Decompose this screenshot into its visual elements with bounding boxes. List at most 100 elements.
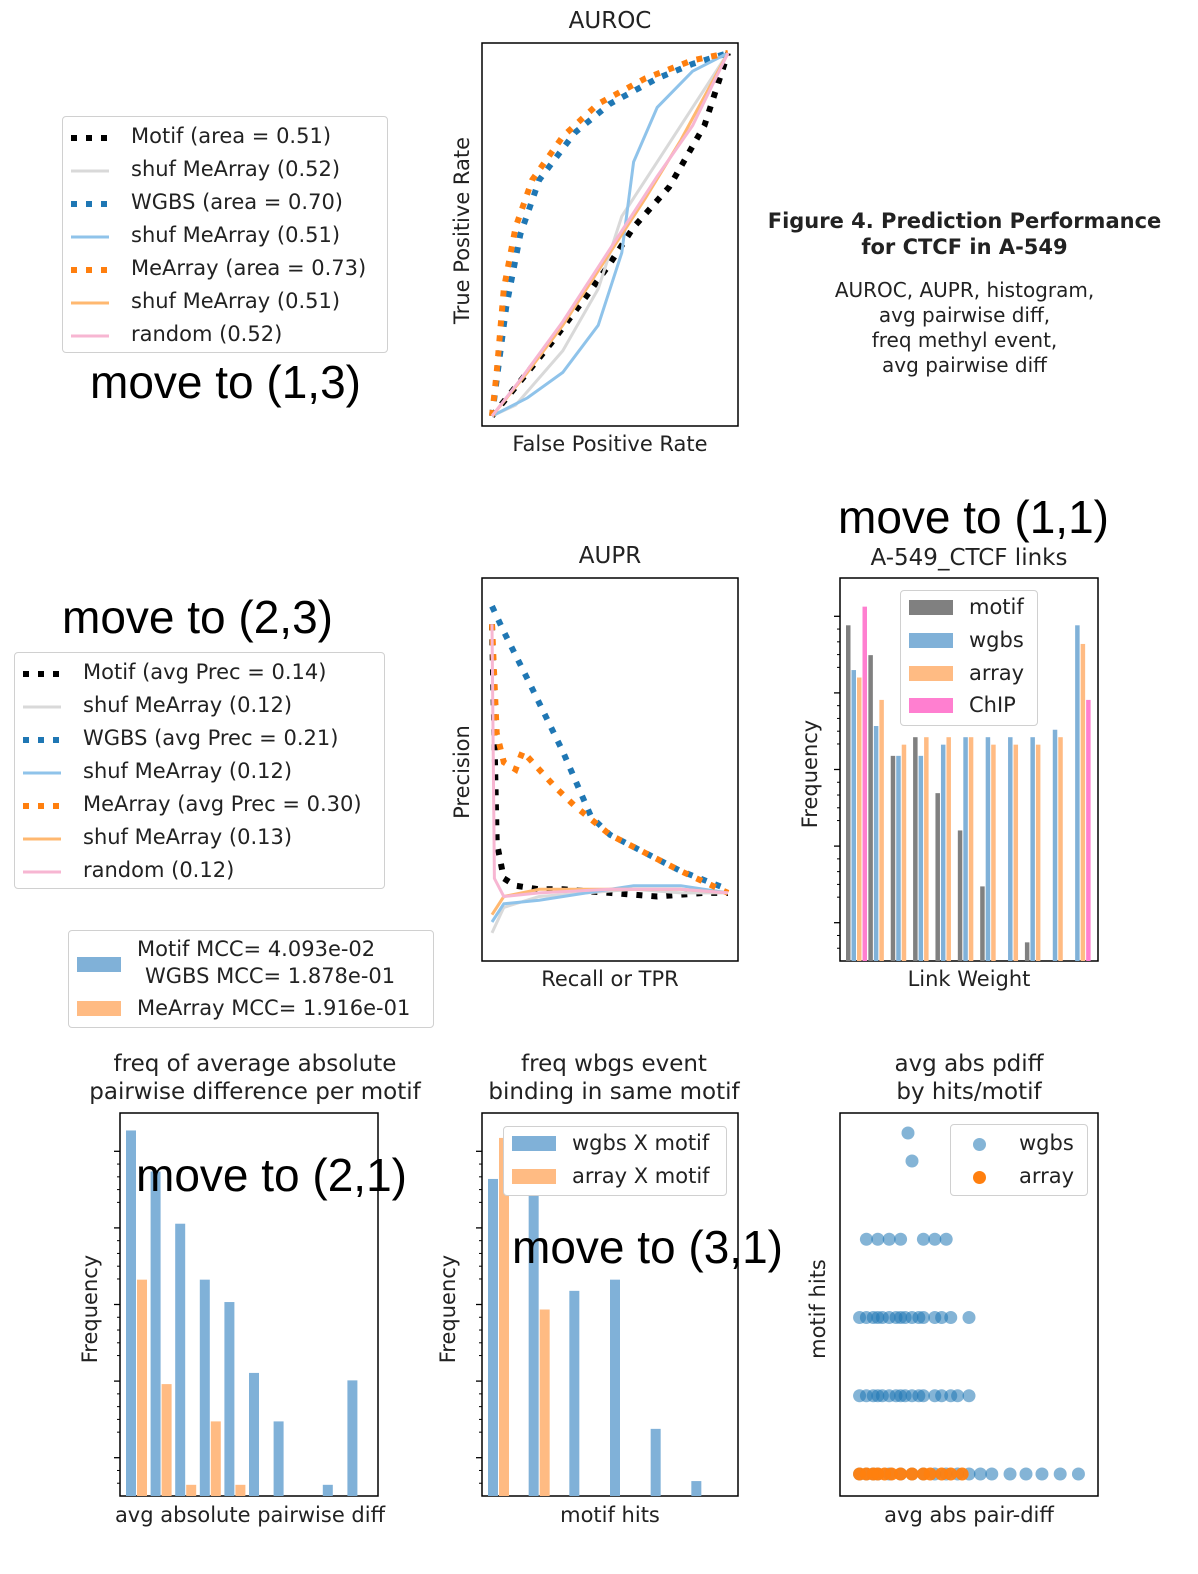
scatter-point — [859, 1232, 873, 1246]
pairdiff-bar — [249, 1372, 259, 1496]
auroc-legend-label: shuf MeArray (0.51) — [131, 223, 341, 247]
aupr-legend-label: random (0.12) — [83, 858, 235, 882]
auroc-legend-swatch — [71, 301, 109, 305]
scatter-point — [884, 1467, 898, 1481]
scatter-point — [935, 1467, 949, 1481]
aupr-legend-row: random (0.12) — [15, 857, 384, 887]
wgbsfreq-bar — [691, 1481, 702, 1496]
links-bar — [862, 606, 867, 961]
scatter-point — [1053, 1467, 1067, 1481]
scatter-point — [882, 1232, 896, 1246]
aupr-legend-row: shuf MeArray (0.12) — [15, 692, 384, 722]
scatter-point — [923, 1467, 937, 1481]
scatter-point — [935, 1389, 949, 1403]
links-bar — [868, 655, 873, 961]
aupr-legend-swatch — [23, 671, 61, 677]
pairdiff-bar — [235, 1484, 246, 1496]
scatter-point — [916, 1389, 930, 1403]
links-swatch-array — [909, 666, 953, 681]
wgbsfreq-leg-wgbs: wgbs X motif — [572, 1131, 710, 1155]
auroc-legend-row: Motif (area = 0.51) — [63, 123, 387, 153]
links-bar — [968, 737, 974, 961]
scatter-point — [894, 1232, 908, 1246]
links-bar — [1024, 942, 1030, 961]
scatter-leg-array: array — [1019, 1164, 1075, 1188]
mcc-wgbs: WGBS MCC= 1.878e-01 — [145, 964, 396, 988]
aupr-legend-swatch — [23, 771, 61, 775]
scatter-point — [1035, 1467, 1049, 1481]
links-bar — [1013, 744, 1019, 961]
aupr-legend-row: shuf MeArray (0.13) — [15, 824, 384, 854]
scatter-point — [871, 1232, 885, 1246]
scatter-point — [928, 1232, 942, 1246]
links-bar — [879, 699, 884, 961]
figure-title-line2: for CTCF in A-549 — [861, 235, 1068, 259]
links-bar — [913, 737, 918, 961]
auroc-legend-swatch — [71, 169, 109, 173]
figure-title-line1: Figure 4. Prediction Performance — [767, 209, 1162, 233]
auroc-legend-swatch — [71, 267, 109, 273]
scatter-point — [901, 1126, 915, 1140]
pairdiff-bar — [273, 1421, 284, 1496]
figure-sub-line4: avg pairwise diff — [882, 353, 1047, 377]
auroc-legend-label: WGBS (area = 0.70) — [131, 190, 343, 214]
scatter-point — [905, 1467, 919, 1481]
wgbsfreq-bar — [499, 1137, 509, 1496]
scatter-point — [962, 1311, 976, 1324]
figure-sub-line2: avg pairwise diff, — [878, 303, 1051, 327]
scatter-point — [962, 1389, 976, 1403]
scatter-point — [1071, 1467, 1085, 1481]
scatter-title-line1: avg abs pdiff — [894, 1051, 1044, 1077]
auroc-legend-label: MeArray (area = 0.73) — [131, 256, 367, 280]
wgbsfreq-swatch-array — [512, 1169, 556, 1184]
auroc-legend-row: shuf MeArray (0.51) — [63, 288, 387, 318]
pairdiff-title-line2: pairwise difference per motif — [89, 1079, 421, 1105]
links-bar — [957, 830, 963, 961]
pairdiff-bar — [175, 1223, 186, 1496]
mcc-motif: Motif MCC= 4.093e-02 — [137, 937, 376, 961]
auroc-legend-swatch — [71, 235, 109, 239]
note-move-31: move to (3,1) — [512, 1221, 783, 1273]
auroc-series-line — [489, 50, 729, 417]
pairdiff-title: freq of average absolute pairwise differ… — [60, 1050, 450, 1106]
note-move-21: move to (2,1) — [136, 1149, 407, 1201]
figure-sub-line3: freq methyl event, — [871, 328, 1058, 352]
auroc-series-line — [491, 51, 729, 418]
auroc-legend-row: WGBS (area = 0.70) — [63, 189, 387, 219]
links-bar — [896, 755, 901, 961]
links-leg-chip: ChIP — [969, 693, 1016, 717]
links-bar — [1035, 744, 1041, 961]
figure-subtitle: AUROC, AUPR, histogram, avg pairwise dif… — [752, 278, 1177, 378]
links-bar — [924, 737, 929, 961]
scatter-point — [951, 1389, 965, 1403]
aupr-legend: Motif (avg Prec = 0.14) shuf MeArray (0.1… — [14, 652, 385, 889]
links-bar — [873, 726, 879, 961]
auroc-legend-row: MeArray (area = 0.73) — [63, 255, 387, 285]
scatter-title-line2: by hits/motif — [896, 1079, 1042, 1105]
aupr-series-line — [489, 604, 730, 893]
links-legend: motif wgbs array ChIP — [900, 590, 1038, 726]
aupr-legend-row: shuf MeArray (0.12) — [15, 758, 384, 788]
aupr-legend-label: WGBS (avg Prec = 0.21) — [83, 726, 339, 750]
aupr-legend-row: Motif (avg Prec = 0.14) — [15, 659, 384, 689]
wgbsfreq-title-line1: freq wbgs event — [521, 1051, 707, 1077]
auroc-legend-swatch — [71, 334, 109, 338]
auroc-title: AUROC — [568, 8, 652, 34]
auroc-legend-label: random (0.52) — [131, 322, 283, 346]
scatter-point — [985, 1467, 999, 1481]
links-xlabel: Link Weight — [907, 967, 1031, 991]
scatter-point — [944, 1467, 958, 1481]
links-bar — [1030, 737, 1035, 961]
pairdiff-bar — [224, 1302, 235, 1496]
links-bar — [1086, 699, 1091, 961]
mcc-legend: Motif MCC= 4.093e-02 WGBS MCC= 1.878e-01… — [68, 930, 434, 1028]
pairdiff-bar — [347, 1380, 358, 1496]
mcc-mearray: MeArray MCC= 1.916e-01 — [137, 996, 411, 1020]
links-bar — [851, 670, 856, 961]
links-bar — [985, 737, 991, 961]
links-bar — [980, 886, 985, 961]
scatter-swatch-wgbs — [973, 1138, 986, 1151]
pairdiff-bar — [210, 1421, 221, 1496]
